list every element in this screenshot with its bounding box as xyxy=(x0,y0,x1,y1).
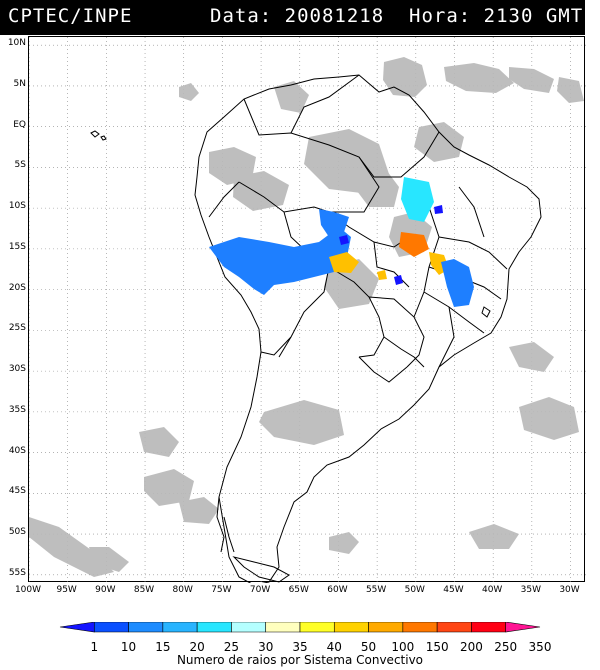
colorbar-cell xyxy=(299,622,335,633)
lat-tick-label: 10N xyxy=(7,38,26,49)
colorbar-cell xyxy=(436,622,472,633)
colorbar-tick-label: 350 xyxy=(528,640,552,654)
lat-tick-label: 15S xyxy=(8,241,26,252)
colorbar-tick-label: 200 xyxy=(459,640,483,654)
colorbar-tick-label: 15 xyxy=(155,640,171,654)
lon-tick-label: 55W xyxy=(365,585,387,595)
colorbar-tick-label: 40 xyxy=(326,640,342,654)
convective-systems xyxy=(209,177,474,307)
lon-tick-label: 80W xyxy=(172,585,193,595)
colorbar-cell xyxy=(265,622,301,633)
header-source: CPTEC/INPE xyxy=(8,5,133,27)
islands xyxy=(90,130,491,318)
lat-tick-label: 45S xyxy=(8,486,26,497)
colorbar-tick-label: 50 xyxy=(360,640,377,654)
colorbar-tick-label: 1 xyxy=(90,640,99,654)
colorbar-cell xyxy=(59,622,95,633)
colorbar-tick-label: 100 xyxy=(391,640,415,654)
colorbar-cell xyxy=(505,622,541,633)
lon-tick-label: 90W xyxy=(95,585,116,595)
colorbar-tick-label: 35 xyxy=(292,640,308,654)
colorbar-cell xyxy=(368,622,404,633)
tierra-del-fuego xyxy=(216,496,290,583)
lon-tick-label: 75W xyxy=(211,585,232,595)
lightning-colorbar xyxy=(59,622,541,633)
lat-tick-label: 5N xyxy=(13,78,26,89)
colorbar-cell xyxy=(93,622,129,633)
lat-tick-label: 10S xyxy=(8,201,26,212)
lat-tick-label: 25S xyxy=(8,323,26,334)
lat-tick-label: 55S xyxy=(8,567,26,578)
colorbar-tick-label: 150 xyxy=(425,640,449,654)
colorbar-tick-label: 10 xyxy=(120,640,137,654)
lat-tick-label: EQ xyxy=(13,119,26,130)
map-panel xyxy=(28,36,586,586)
colorbar-cell xyxy=(231,622,267,633)
colorbar-cell xyxy=(471,622,507,633)
colorbar-tick-label: 20 xyxy=(189,640,205,654)
lat-tick-label: 40S xyxy=(8,445,26,456)
lat-tick-label: 30S xyxy=(8,364,26,375)
lon-tick-label: 70W xyxy=(249,585,271,595)
lon-tick-label: 60W xyxy=(327,585,348,595)
map-canvas xyxy=(28,37,586,586)
colorbar-tick-label: 30 xyxy=(258,640,274,654)
lon-tick-label: 85W xyxy=(133,585,155,595)
lon-tick-label: 40W xyxy=(481,585,503,595)
lon-tick-label: 95W xyxy=(56,585,77,595)
header-bar: CPTEC/INPE Data: 20081218 Hora: 2130 GMT xyxy=(0,0,585,35)
cloud-cover xyxy=(29,57,584,577)
colorbar-caption: Numero de raios por Sistema Convectivo xyxy=(176,653,424,667)
lon-tick-label: 50W xyxy=(404,585,425,595)
colorbar-cell xyxy=(162,622,198,633)
header-datetime: Data: 20081218 Hora: 2130 GMT xyxy=(210,5,584,27)
lat-tick-label: 50S xyxy=(8,527,26,538)
lon-tick-label: 35W xyxy=(520,585,542,595)
lon-tick-label: 65W xyxy=(288,585,309,595)
lon-tick-label: 45W xyxy=(443,585,464,595)
lat-tick-label: 5S xyxy=(14,160,26,171)
lat-tick-label: 20S xyxy=(8,282,26,293)
lat-tick-label: 35S xyxy=(8,404,26,415)
lon-tick-label: 100W xyxy=(14,585,42,595)
graticule xyxy=(28,37,586,583)
colorbar-cell xyxy=(128,622,164,633)
lon-tick-label: 30W xyxy=(559,585,580,595)
colorbar-cell xyxy=(196,622,232,633)
colorbar-tick-label: 250 xyxy=(494,640,518,654)
colorbar-cell xyxy=(402,622,438,633)
colorbar-tick-label: 25 xyxy=(223,640,240,654)
colorbar-cell xyxy=(333,622,369,633)
